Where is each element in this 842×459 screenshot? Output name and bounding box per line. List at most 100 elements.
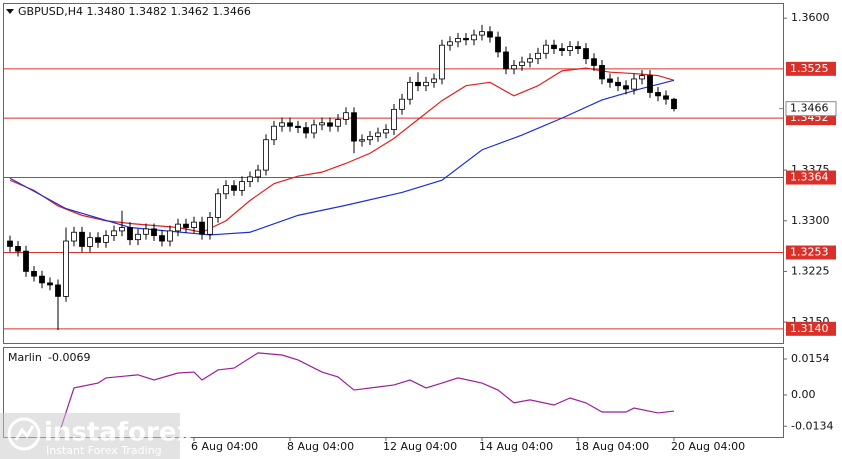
candle-body bbox=[215, 193, 221, 218]
candle-body bbox=[7, 240, 13, 247]
candle-body bbox=[471, 34, 477, 41]
candle-body bbox=[671, 98, 677, 110]
y-tick-label: 1.3600 bbox=[791, 11, 830, 24]
candle-body bbox=[415, 81, 421, 87]
candle-body bbox=[447, 41, 453, 46]
candle-body bbox=[79, 231, 85, 247]
candle-body bbox=[159, 235, 165, 242]
x-tick-label: 12 Aug 04:00 bbox=[383, 440, 457, 453]
y-tick-label: 1.3225 bbox=[791, 264, 830, 277]
level-label: 1.3364 bbox=[790, 171, 829, 184]
candle-body bbox=[207, 216, 213, 235]
candle-body bbox=[223, 185, 229, 195]
candle-body bbox=[463, 38, 469, 41]
candle-body bbox=[407, 81, 413, 100]
candle-body bbox=[199, 221, 205, 235]
candle-body bbox=[183, 223, 189, 228]
marks: 1.36001.33751.33001.32251.31501.35251.34… bbox=[4, 11, 837, 453]
candle-body bbox=[631, 78, 637, 90]
candle-body bbox=[551, 44, 557, 49]
candle-body bbox=[175, 223, 181, 232]
candle-body bbox=[367, 135, 373, 141]
candle-body bbox=[583, 48, 589, 60]
level-label-bg bbox=[786, 245, 836, 260]
candle-body bbox=[655, 92, 661, 97]
candle-body bbox=[439, 44, 445, 80]
candle-body bbox=[567, 46, 573, 51]
candle-body bbox=[103, 235, 109, 243]
collapse-arrow bbox=[6, 9, 14, 14]
candle-body bbox=[311, 124, 317, 134]
candle-body bbox=[231, 185, 237, 191]
candle-body bbox=[143, 228, 149, 235]
candle-body bbox=[167, 230, 173, 242]
candle-body bbox=[431, 78, 437, 83]
candle-body bbox=[327, 122, 333, 127]
candle-body bbox=[335, 119, 341, 127]
candle-body bbox=[39, 275, 45, 284]
candle-body bbox=[663, 95, 669, 100]
level-label-bg bbox=[786, 321, 836, 336]
candle-body bbox=[575, 46, 581, 49]
watermark-icon-line bbox=[14, 425, 35, 441]
candle-body bbox=[15, 246, 21, 252]
x-tick-label: 14 Aug 04:00 bbox=[479, 440, 553, 453]
watermark-icon bbox=[7, 417, 41, 451]
candle-body bbox=[127, 227, 133, 241]
candle-body bbox=[423, 81, 429, 87]
x-tick-label: 6 Aug 04:00 bbox=[191, 440, 258, 453]
candle-body bbox=[247, 176, 253, 183]
candle-body bbox=[607, 78, 613, 83]
candle-body bbox=[351, 112, 357, 142]
candle-body bbox=[151, 228, 157, 237]
candle-body bbox=[519, 61, 525, 66]
candle-body bbox=[71, 231, 77, 242]
y-tick-label: 0.00 bbox=[791, 388, 816, 401]
candle-body bbox=[55, 284, 61, 297]
candle-body bbox=[599, 65, 605, 80]
candle-body bbox=[135, 233, 141, 241]
candle-body bbox=[319, 122, 325, 126]
x-tick-label: 8 Aug 04:00 bbox=[287, 440, 354, 453]
candle-body bbox=[95, 237, 101, 243]
candle-body bbox=[639, 75, 645, 80]
candle-body bbox=[271, 125, 277, 141]
candle-body bbox=[535, 52, 541, 60]
candle-body bbox=[559, 48, 565, 51]
watermark-tagline: Instant Forex Trading bbox=[46, 444, 162, 457]
candle-body bbox=[399, 98, 405, 110]
candle-body bbox=[191, 221, 197, 228]
candle-body bbox=[391, 108, 397, 131]
candle-body bbox=[255, 169, 261, 178]
candle-body bbox=[511, 65, 517, 70]
last-price-label: 1.3466 bbox=[790, 102, 829, 115]
candle-body bbox=[623, 85, 629, 90]
y-tick-label: -0.0134 bbox=[791, 419, 833, 432]
candle-body bbox=[615, 81, 621, 87]
candle-body bbox=[479, 31, 485, 36]
candle-body bbox=[527, 58, 533, 63]
x-tick-label: 20 Aug 04:00 bbox=[671, 440, 745, 453]
watermark-brand: instaforex bbox=[44, 418, 194, 448]
candle-body bbox=[119, 227, 125, 232]
indicator-line bbox=[57, 352, 675, 438]
x-tick-label: 18 Aug 04:00 bbox=[575, 440, 649, 453]
watermark: instaforex Instant Forex Trading bbox=[0, 413, 194, 459]
candle-body bbox=[495, 36, 501, 53]
candle-body bbox=[63, 240, 69, 297]
candle-body bbox=[343, 112, 349, 120]
candle-body bbox=[647, 75, 653, 93]
candle-body bbox=[239, 181, 245, 191]
level-label-bg bbox=[786, 170, 836, 185]
last-price-bg bbox=[785, 101, 837, 117]
indicator-name: Marlin bbox=[8, 351, 42, 364]
candle-body bbox=[359, 139, 365, 142]
candle-body bbox=[303, 127, 309, 134]
level-label: 1.3140 bbox=[790, 322, 829, 335]
candle-body bbox=[543, 44, 549, 54]
candle-body bbox=[295, 125, 301, 128]
main-pane bbox=[3, 3, 784, 344]
y-tick-label: 1.3300 bbox=[791, 214, 830, 227]
